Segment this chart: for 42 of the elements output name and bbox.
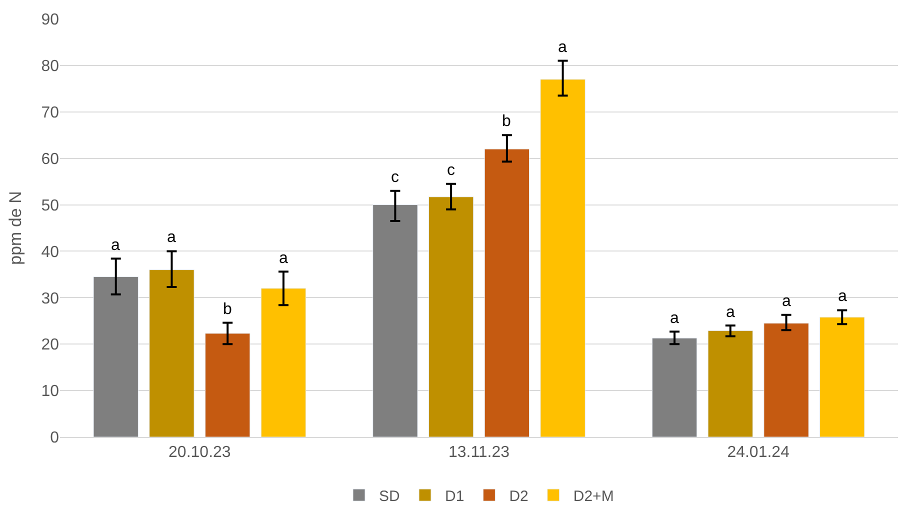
data-label: b (223, 301, 232, 318)
data-label: a (782, 293, 791, 310)
bar (428, 196, 474, 437)
y-axis-title: ppm de N (6, 191, 25, 265)
bar (652, 338, 698, 437)
bar (93, 276, 138, 437)
y-tick-label: 30 (41, 290, 60, 308)
bar (820, 316, 865, 437)
bar (540, 79, 586, 437)
legend-label: D2 (509, 488, 528, 505)
x-tick-label: 20.10.23 (168, 444, 231, 462)
bar (708, 330, 753, 437)
x-tick-label: 24.01.24 (727, 444, 790, 462)
y-tick-label: 10 (41, 383, 60, 400)
data-label: a (726, 304, 735, 321)
data-label: c (447, 162, 455, 179)
data-label: b (502, 113, 511, 130)
data-label: a (167, 229, 176, 246)
y-tick-label: 20 (41, 336, 60, 354)
y-tick-label: 90 (41, 12, 60, 29)
bar (764, 322, 809, 437)
y-tick-label: 50 (41, 197, 60, 214)
bar (260, 288, 306, 437)
data-label: c (391, 169, 399, 186)
y-tick-label: 70 (41, 104, 60, 122)
y-tick-label: 0 (50, 430, 60, 447)
legend-label: SD (379, 488, 400, 505)
y-tick-label: 40 (41, 244, 60, 261)
data-label: a (279, 250, 288, 267)
bar (372, 204, 418, 437)
legend-label: D2+M (573, 488, 614, 505)
bar (205, 333, 250, 437)
data-label: a (558, 39, 567, 56)
legend-label: D1 (445, 488, 464, 505)
data-label: a (111, 237, 120, 254)
data-label: a (838, 288, 847, 305)
x-tick-label: 13.11.23 (448, 444, 510, 462)
bar (149, 270, 194, 437)
data-label: a (670, 310, 679, 327)
bar (484, 148, 530, 437)
y-tick-label: 80 (41, 58, 60, 76)
y-tick-label: 60 (41, 150, 60, 168)
